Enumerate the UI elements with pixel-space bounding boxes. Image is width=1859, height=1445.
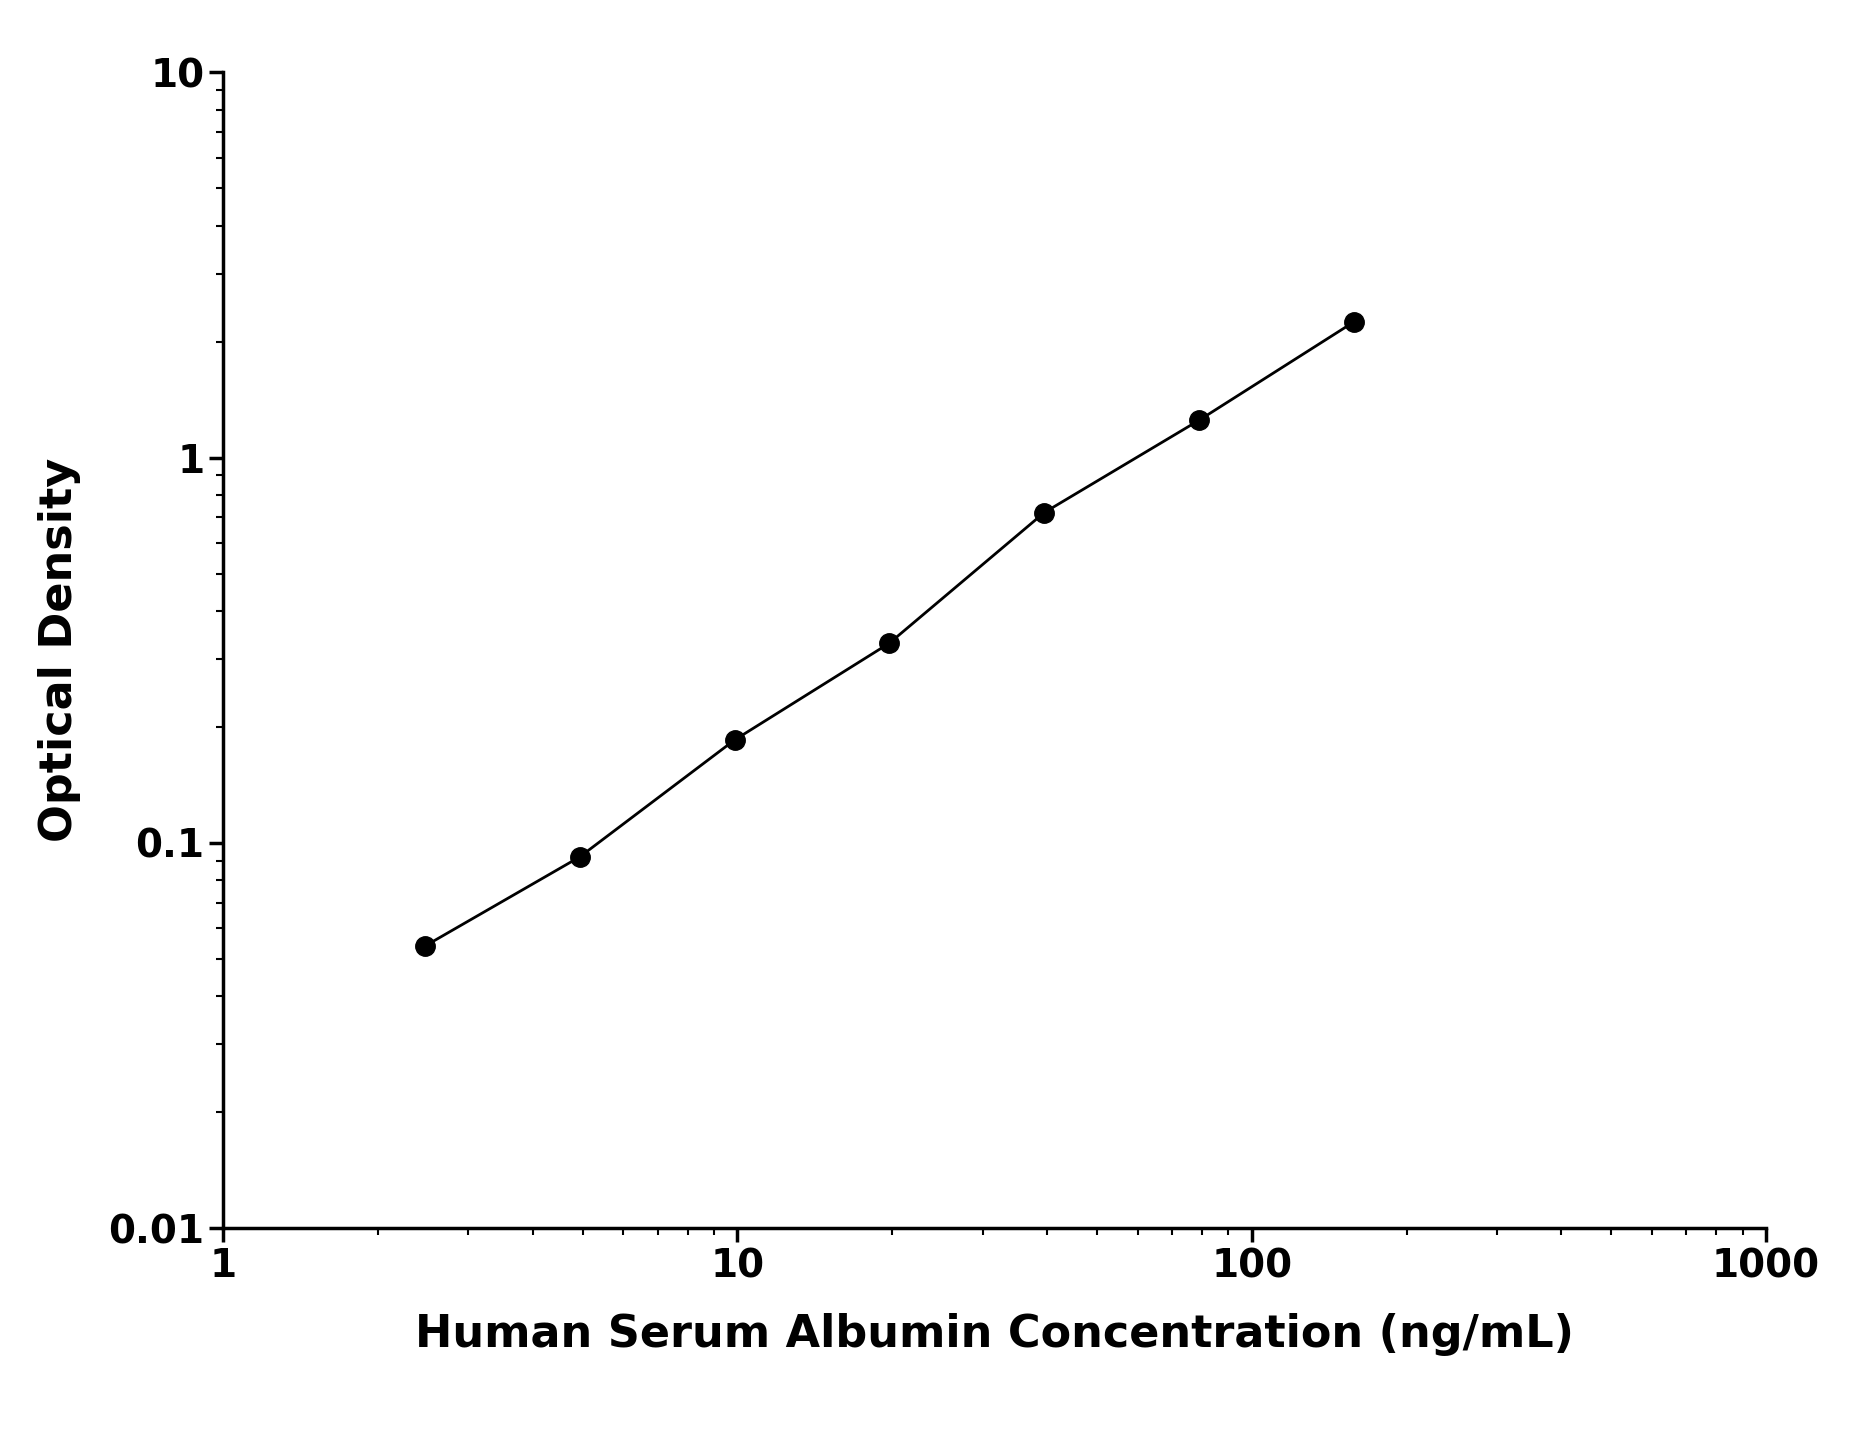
Point [874, 631, 903, 655]
Point [1030, 501, 1060, 525]
Point [1338, 311, 1368, 334]
X-axis label: Human Serum Albumin Concentration (ng/mL): Human Serum Albumin Concentration (ng/mL… [415, 1312, 1575, 1355]
Y-axis label: Optical Density: Optical Density [37, 458, 80, 842]
Point [719, 728, 749, 751]
Point [565, 845, 595, 868]
Point [1184, 409, 1214, 432]
Point [411, 935, 441, 958]
